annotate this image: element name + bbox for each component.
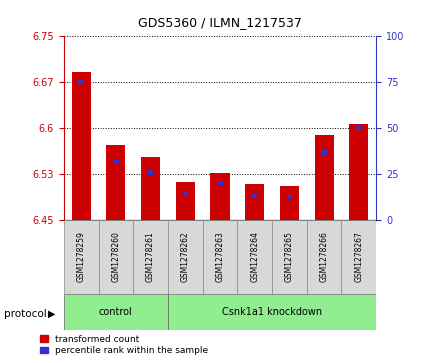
Bar (106, 145, 125, 220)
Bar (245, 184, 264, 220)
Text: GSM1278265: GSM1278265 (285, 231, 294, 282)
Bar (168, 220, 203, 294)
Bar (168, 294, 376, 330)
Bar (133, 220, 168, 294)
Text: ▶: ▶ (48, 309, 56, 319)
Text: protocol: protocol (4, 309, 47, 319)
Text: GSM1278262: GSM1278262 (181, 232, 190, 282)
Bar (280, 186, 299, 220)
Bar (148, 170, 153, 175)
Bar (349, 124, 368, 220)
Bar (78, 80, 84, 84)
Text: GSM1278267: GSM1278267 (354, 231, 363, 282)
Bar (217, 181, 223, 185)
Bar (237, 220, 272, 294)
Bar (287, 195, 292, 199)
Bar (113, 159, 118, 164)
Text: GDS5360 / ILMN_1217537: GDS5360 / ILMN_1217537 (138, 16, 302, 29)
Bar (341, 220, 376, 294)
Bar (99, 220, 133, 294)
Bar (356, 126, 362, 130)
Bar (252, 193, 257, 197)
Text: GSM1278264: GSM1278264 (250, 231, 259, 282)
Text: Csnk1a1 knockdown: Csnk1a1 knockdown (222, 307, 322, 317)
Text: GSM1278266: GSM1278266 (319, 231, 329, 282)
Bar (72, 72, 91, 220)
Bar (272, 220, 307, 294)
Text: GSM1278263: GSM1278263 (216, 231, 224, 282)
Text: GSM1278259: GSM1278259 (77, 231, 86, 282)
Bar (322, 150, 327, 155)
Text: GSM1278260: GSM1278260 (111, 231, 121, 282)
Bar (64, 294, 168, 330)
Bar (176, 182, 195, 220)
Legend: transformed count, percentile rank within the sample: transformed count, percentile rank withi… (40, 335, 208, 355)
Bar (307, 220, 341, 294)
Bar (315, 135, 334, 220)
Bar (141, 157, 160, 220)
Bar (210, 172, 230, 220)
Text: GSM1278261: GSM1278261 (146, 232, 155, 282)
Bar (64, 220, 99, 294)
Text: control: control (99, 307, 133, 317)
Bar (183, 191, 188, 196)
Bar (203, 220, 237, 294)
